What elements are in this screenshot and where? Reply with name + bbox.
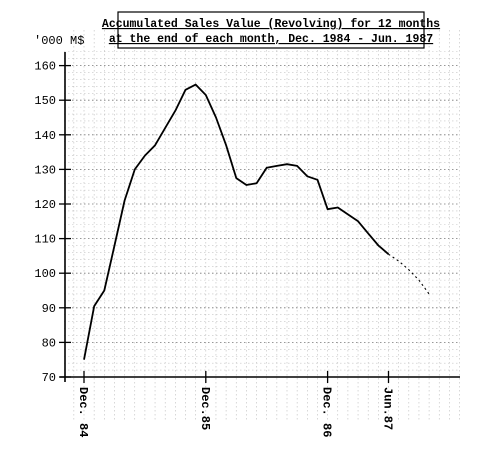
y-axis-ticks: 70 80 90 100 110 120 130 140 150 160 <box>34 60 71 385</box>
x-tick-label: Jun.87 <box>381 387 395 430</box>
chart-title-box <box>117 11 425 49</box>
x-tick-label: Dec. 84 <box>76 387 90 437</box>
chart-title-line-1: Accumulated Sales Value (Revolving) for … <box>102 18 440 31</box>
y-tick-label: 110 <box>34 233 56 247</box>
x-tick-label: Dec. 86 <box>320 387 334 437</box>
y-tick-label: 100 <box>34 267 56 281</box>
y-tick-label: 120 <box>34 198 56 212</box>
chart-grid <box>64 30 460 420</box>
y-tick-label: 130 <box>34 163 56 177</box>
y-tick-label: 150 <box>34 94 56 108</box>
x-axis-ticks: Dec. 84 Dec.85 Dec. 86 Jun.87 <box>76 371 395 437</box>
y-tick-label: 70 <box>42 371 56 385</box>
y-tick-label: 80 <box>42 336 56 350</box>
y-tick-label: 90 <box>42 302 56 316</box>
chart-axes <box>60 52 460 382</box>
series-line-projection <box>388 253 430 295</box>
y-axis-unit-label: '000 M$ <box>34 34 84 48</box>
x-tick-label: Dec.85 <box>198 387 212 430</box>
y-tick-label: 160 <box>34 60 56 74</box>
series-line-actual <box>83 83 390 360</box>
chart-series <box>83 83 430 360</box>
chart-title-line-2: at the end of each month, Dec. 1984 - Ju… <box>109 33 433 46</box>
y-tick-label: 140 <box>34 129 56 143</box>
